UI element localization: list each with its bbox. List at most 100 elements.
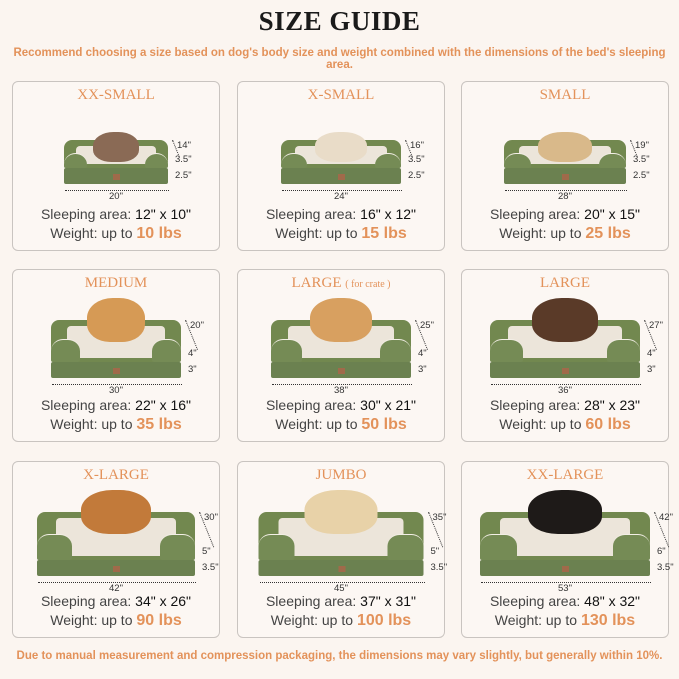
- sleeping-area-value: 34" x 26": [135, 593, 192, 609]
- bed-image: [37, 490, 195, 576]
- weight-label: Weight: up to: [275, 225, 358, 241]
- dog-image: [538, 132, 592, 162]
- size-name: LARGE: [291, 275, 342, 291]
- sleeping-area: Sleeping area: 16" x 12": [238, 206, 444, 222]
- weight-label: Weight: up to: [270, 612, 354, 628]
- size-name: LARGE: [540, 275, 590, 291]
- size-name: MEDIUM: [84, 275, 148, 291]
- bed-bolster: [51, 320, 181, 362]
- size-name: X-SMALL: [307, 87, 375, 103]
- sleeping-area-label: Sleeping area:: [489, 206, 581, 222]
- length-dim: 38": [334, 385, 348, 396]
- bed-base: [271, 362, 411, 378]
- bed-arm-right: [160, 533, 195, 560]
- bed-base: [504, 168, 626, 184]
- base-thickness-dim: 3.5": [657, 562, 674, 573]
- bed-image: [490, 298, 640, 378]
- size-card: XX-SMALL 14" 3.5" 2.5" 20" Sleeping area…: [12, 81, 220, 251]
- size-title: XX-LARGE: [462, 467, 668, 484]
- size-name: XX-LARGE: [526, 467, 604, 483]
- bed-base: [490, 362, 640, 378]
- size-card: LARGE ( for crate ) 25" 4" 3" 38" Sleepi…: [237, 269, 445, 442]
- top-thickness-dim: 4": [647, 348, 656, 359]
- size-card: XX-LARGE 42" 6" 3.5" 53" Sleeping area: …: [461, 461, 674, 638]
- sleeping-area-label: Sleeping area:: [489, 593, 581, 609]
- footer-note: Due to manual measurement and compressio…: [16, 650, 663, 662]
- sleeping-area-value: 12" x 10": [135, 206, 192, 222]
- weight-value: 90 lbs: [136, 612, 182, 629]
- bed-image: [480, 490, 650, 576]
- weight: Weight: up to 35 lbs: [13, 416, 219, 434]
- length-dim-line: [491, 384, 641, 385]
- size-title: SMALL: [462, 87, 668, 104]
- bed-base: [51, 362, 181, 378]
- top-thickness-dim: 3.5": [633, 154, 650, 165]
- bed-base: [480, 560, 650, 576]
- length-dim: 42": [109, 583, 123, 594]
- size-card: SMALL 19" 3.5" 2.5" 28" Sleeping area: 2…: [461, 81, 669, 251]
- top-thickness-dim: 4": [188, 348, 197, 359]
- weight-label: Weight: up to: [499, 225, 582, 241]
- top-thickness-dim: 4": [418, 348, 427, 359]
- sleeping-area: Sleeping area: 34" x 26": [13, 593, 219, 609]
- sleeping-area-value: 48" x 32": [584, 593, 641, 609]
- sleeping-area: Sleeping area: 28" x 23": [462, 397, 668, 413]
- bed-logo-tag: [562, 566, 569, 572]
- weight: Weight: up to 10 lbs: [13, 225, 219, 243]
- base-thickness-dim: 2.5": [408, 170, 425, 181]
- weight: Weight: up to 100 lbs: [238, 612, 444, 630]
- bed-arm-right: [380, 338, 411, 362]
- dog-image: [87, 298, 145, 342]
- sleeping-area-value: 22" x 16": [135, 397, 192, 413]
- bed-image: [258, 490, 424, 576]
- bed-image: [281, 132, 401, 184]
- sleeping-area-label: Sleeping area:: [40, 593, 132, 609]
- height-dim: 27": [649, 320, 663, 331]
- weight: Weight: up to 50 lbs: [238, 416, 444, 434]
- weight-label: Weight: up to: [275, 416, 358, 432]
- weight-value: 130 lbs: [580, 612, 636, 629]
- length-dim: 30": [109, 385, 123, 396]
- weight-label: Weight: up to: [50, 416, 133, 432]
- size-title: X-SMALL: [238, 87, 444, 104]
- sleeping-area-value: 28" x 23": [584, 397, 641, 413]
- size-name: X-LARGE: [83, 467, 149, 483]
- size-card: MEDIUM 20" 4" 3" 30" Sleeping area: 22" …: [12, 269, 220, 442]
- sleeping-area-value: 16" x 12": [360, 206, 417, 222]
- cat-image: [93, 132, 139, 162]
- base-thickness-dim: 3": [647, 364, 656, 375]
- base-thickness-dim: 3": [418, 364, 427, 375]
- bed-logo-tag: [113, 566, 120, 572]
- sleeping-area: Sleeping area: 30" x 21": [238, 397, 444, 413]
- size-note: ( for crate ): [345, 279, 391, 290]
- sleeping-area: Sleeping area: 22" x 16": [13, 397, 219, 413]
- size-name: XX-SMALL: [77, 87, 155, 103]
- bed-arm-right: [152, 338, 181, 362]
- dog-image: [314, 132, 368, 162]
- bed-arm-left: [37, 533, 72, 560]
- bed-logo-tag: [113, 368, 120, 374]
- weight-label: Weight: up to: [499, 416, 582, 432]
- size-name: SMALL: [539, 87, 591, 103]
- length-dim: 28": [558, 191, 572, 202]
- bed-image: [64, 132, 168, 184]
- height-dim: 19": [635, 140, 649, 151]
- dog-image: [532, 298, 598, 342]
- length-dim-line: [259, 582, 425, 583]
- bed-arm-left: [480, 533, 518, 560]
- weight: Weight: up to 25 lbs: [462, 225, 668, 243]
- bed-logo-tag: [338, 368, 345, 374]
- weight-value: 35 lbs: [136, 416, 182, 433]
- weight-label: Weight: up to: [50, 612, 133, 628]
- top-thickness-dim: 3.5": [175, 154, 192, 165]
- sleeping-area: Sleeping area: 20" x 15": [462, 206, 668, 222]
- length-dim: 20": [109, 191, 123, 202]
- bed-arm-left: [271, 338, 302, 362]
- dog-image: [527, 490, 603, 534]
- height-dim: 16": [410, 140, 424, 151]
- size-card: LARGE 27" 4" 3" 36" Sleeping area: 28" x…: [461, 269, 669, 442]
- bed-base: [37, 560, 195, 576]
- size-title: JUMBO: [238, 467, 444, 484]
- weight-value: 60 lbs: [585, 416, 631, 433]
- length-dim-line: [282, 190, 402, 191]
